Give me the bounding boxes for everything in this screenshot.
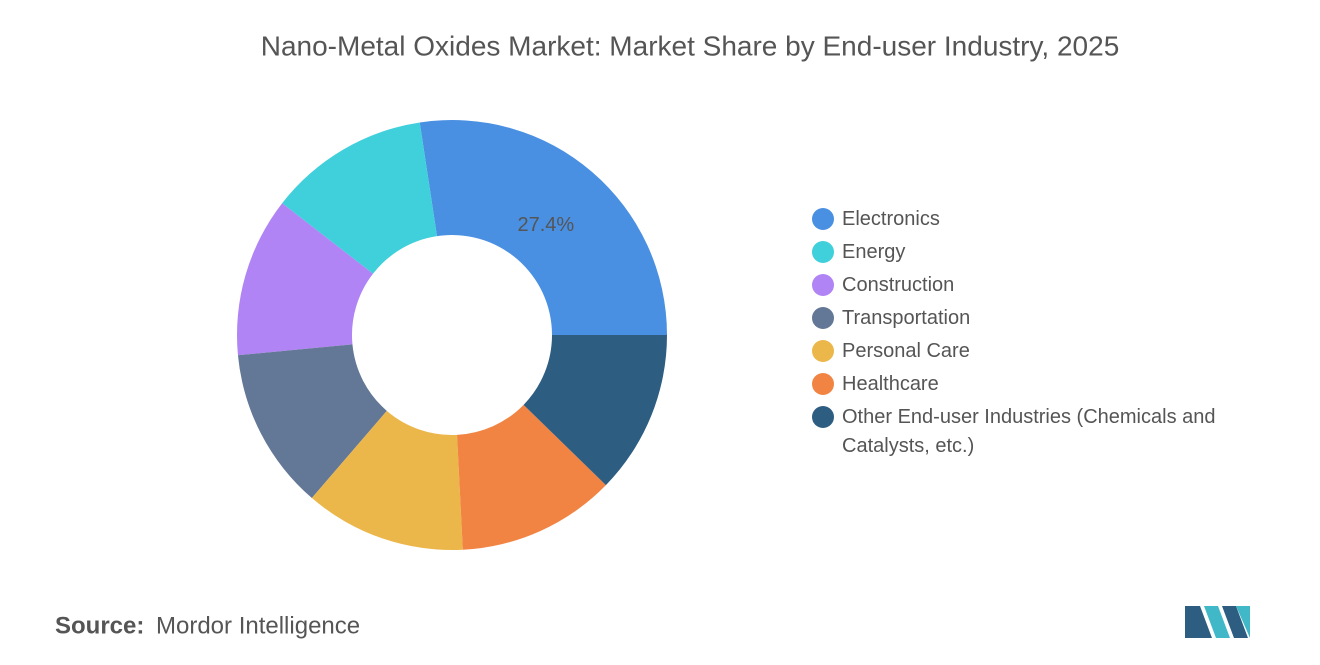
legend-label: Other End-user Industries (Chemicals and… [842, 406, 1216, 457]
slice [311, 410, 463, 550]
legend-label: Personal Care [842, 340, 970, 362]
legend-swatch [812, 241, 834, 263]
source-text: Mordor Intelligence [156, 612, 360, 639]
legend-swatch [812, 274, 834, 296]
legend-swatch [812, 307, 834, 329]
slice [523, 335, 667, 486]
legend-label: Electronics [842, 208, 940, 230]
legend-swatch [812, 208, 834, 230]
legend-swatch [812, 373, 834, 395]
legend-item: Healthcare [812, 370, 1282, 399]
logo [1185, 606, 1250, 638]
slice [237, 344, 387, 499]
legend: Electronics Energy Construction Transportat… [812, 205, 1282, 465]
legend-item: Energy [812, 238, 1282, 267]
legend-item: Electronics [812, 205, 1282, 234]
legend-swatch [812, 340, 834, 362]
legend-label: Energy [842, 241, 906, 263]
legend-label: Healthcare [842, 373, 939, 395]
legend-item: Transportation [812, 304, 1282, 333]
legend-item: Other End-user Industries (Chemicals and… [812, 403, 1282, 461]
legend-item: Construction [812, 271, 1282, 300]
data-label: 27.4% [518, 214, 575, 236]
legend-label: Construction [842, 274, 955, 296]
slice [282, 122, 437, 274]
slice [237, 203, 373, 356]
slice [457, 404, 606, 550]
slice [419, 119, 667, 335]
chart-title: Nano-Metal Oxides Market: Market Share b… [261, 30, 1120, 61]
legend-item: Personal Care [812, 337, 1282, 366]
legend-label: Transportation [842, 307, 971, 329]
source-label: Source: [55, 612, 144, 639]
legend-swatch [812, 406, 834, 428]
